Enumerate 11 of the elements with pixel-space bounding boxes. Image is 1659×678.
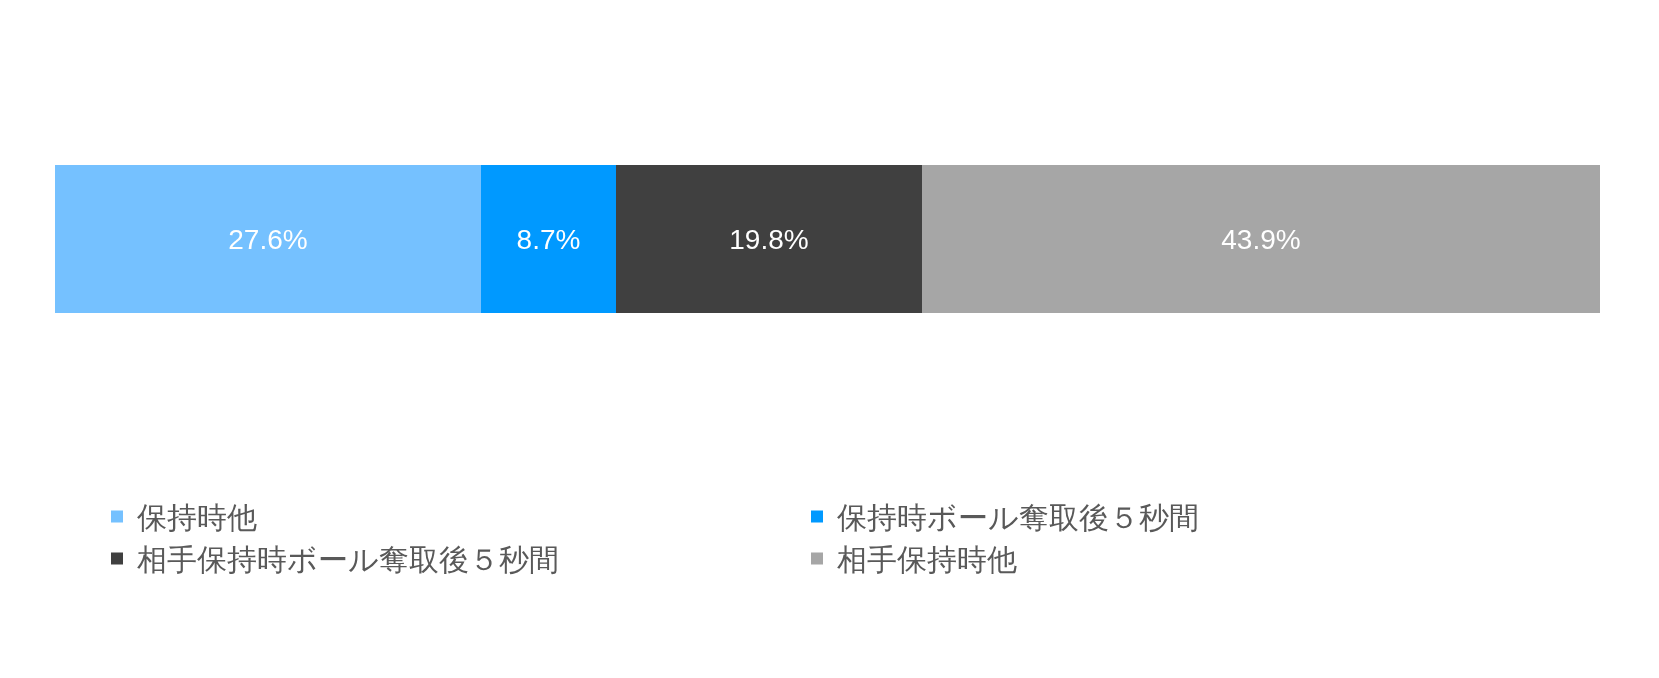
- legend-label: 保持時ボール奪取後５秒間: [837, 500, 1199, 536]
- data-label: 43.9%: [1221, 223, 1301, 255]
- bar: [481, 165, 616, 313]
- data-label: 27.6%: [228, 223, 308, 255]
- bar: [616, 165, 922, 313]
- legend-label: 保持時他: [137, 500, 257, 536]
- legend-label: 相手保持時ボール奪取後５秒間: [137, 542, 559, 578]
- data-label: 8.7%: [516, 223, 581, 255]
- data-label: 19.8%: [729, 223, 809, 255]
- legend-label: 相手保持時他: [837, 542, 1017, 578]
- bar: [55, 165, 481, 313]
